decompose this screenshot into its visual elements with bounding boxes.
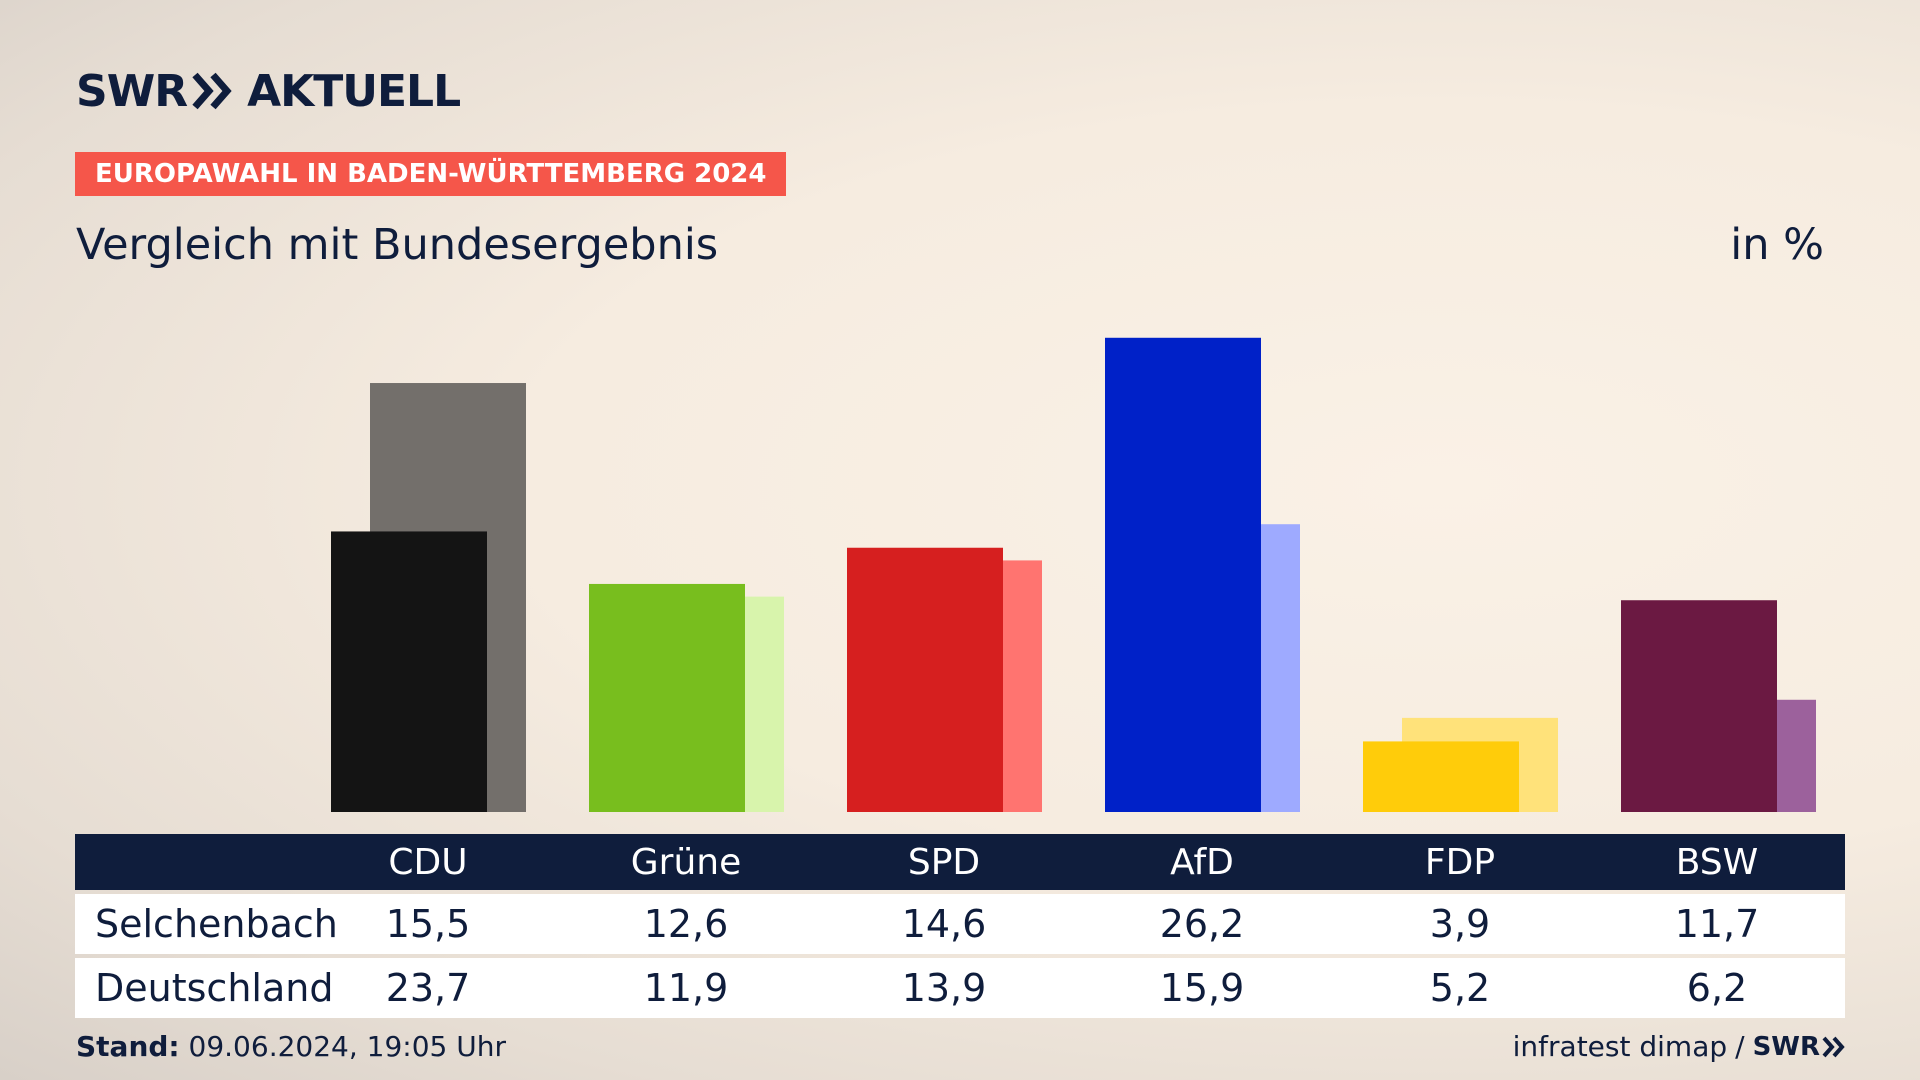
table-header-afd: AfD	[1170, 841, 1234, 883]
table-cell: 11,9	[643, 966, 729, 1010]
double-chevron-small-icon	[1822, 1036, 1845, 1057]
table-row: Deutschland 23,7 11,9 13,9 15,9 5,2 6,2	[75, 958, 1845, 1018]
bar-selchenbach-fdp	[1363, 741, 1519, 812]
table-header-cdu: CDU	[388, 841, 468, 883]
source-credit: infratest dimap / SWR	[1513, 1030, 1846, 1063]
table-cell: 23,7	[385, 966, 471, 1010]
table-header: CDU Grüne SPD AfD FDP BSW	[75, 834, 1845, 890]
results-table: CDU Grüne SPD AfD FDP BSW Selchenbach 15…	[75, 834, 1845, 1018]
table-cell: 14,6	[901, 902, 987, 946]
table-header-fdp: FDP	[1424, 841, 1496, 883]
swr-small-text: SWR	[1752, 1031, 1820, 1062]
table-cell: 13,9	[901, 966, 987, 1010]
table-header-bsw: BSW	[1675, 841, 1759, 883]
logo-aktuell-text: AKTUELL	[247, 65, 461, 117]
row-label-selchenbach: Selchenbach	[95, 902, 338, 946]
table-cell: 15,9	[1159, 966, 1245, 1010]
double-chevron-icon	[192, 72, 232, 110]
source-separator: /	[1735, 1030, 1745, 1063]
table-cell: 12,6	[643, 902, 729, 946]
table-cell: 11,7	[1674, 902, 1760, 946]
logo-swr-text: SWR	[76, 65, 188, 117]
table-cell: 5,2	[1429, 966, 1491, 1010]
bar-selchenbach-bsw	[1621, 600, 1777, 812]
unit-label: in %	[1730, 220, 1824, 270]
table-cell: 3,9	[1429, 902, 1491, 946]
stand-label: Stand:	[76, 1030, 180, 1063]
swr-small-logo: SWR	[1753, 1032, 1846, 1062]
stand-value: 09.06.2024, 19:05 Uhr	[188, 1030, 506, 1063]
source-name: infratest dimap	[1512, 1030, 1728, 1063]
timestamp: Stand: 09.06.2024, 19:05 Uhr	[76, 1030, 506, 1063]
table-cell: 6,2	[1686, 966, 1748, 1010]
bar-selchenbach-afd	[1105, 337, 1261, 812]
table-header-spd: SPD	[907, 841, 981, 883]
chart-subtitle: Vergleich mit Bundesergebnis	[76, 220, 719, 270]
bar-selchenbach-spd	[847, 547, 1003, 812]
table-cell: 15,5	[385, 902, 471, 946]
election-badge: EUROPAWAHL IN BADEN-WÜRTTEMBERG 2024	[75, 152, 787, 196]
row-label-deutschland: Deutschland	[95, 966, 334, 1010]
table-row: Selchenbach 15,5 12,6 14,6 26,2 3,9 11,7	[75, 894, 1845, 954]
bar-selchenbach-cdu	[331, 531, 487, 812]
bar-selchenbach-grüne	[589, 583, 745, 812]
swr-aktuell-logo: SWR AKTUELL	[76, 65, 461, 117]
table-header-gruene: Grüne	[630, 841, 742, 883]
bar-chart	[331, 337, 1816, 812]
table-cell: 26,2	[1159, 902, 1245, 946]
